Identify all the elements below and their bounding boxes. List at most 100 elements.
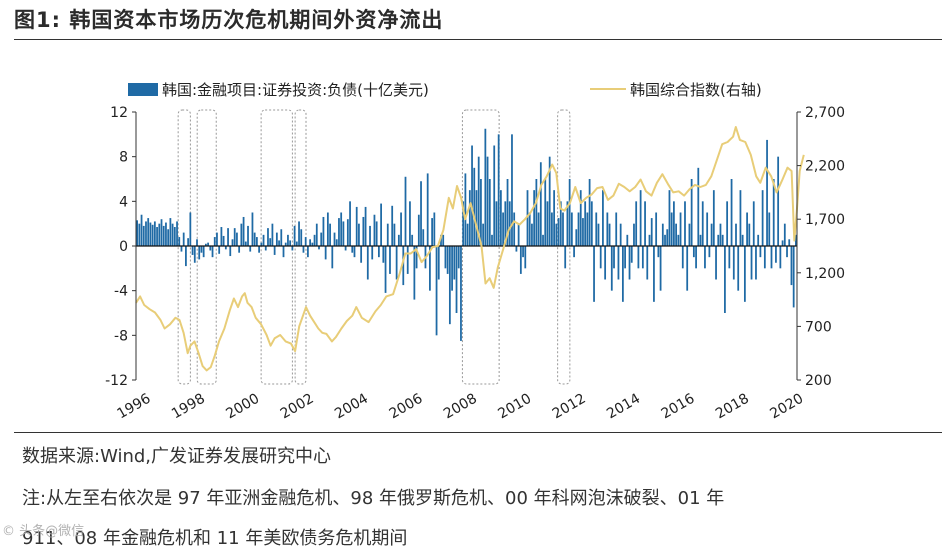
bar-227 — [639, 190, 642, 246]
bar-273 — [741, 234, 744, 246]
bar-230 — [646, 246, 649, 280]
x-tick-label-3: 2002 — [278, 391, 317, 423]
x-tick-label-0: 1996 — [115, 391, 154, 423]
bar-99 — [355, 206, 358, 246]
bar-40 — [224, 246, 227, 250]
bar-19 — [178, 237, 181, 246]
legend-bar-swatch — [128, 83, 158, 96]
line-series — [135, 126, 805, 372]
bar-174 — [522, 246, 524, 258]
bar-211 — [604, 246, 607, 280]
bar-86 — [326, 212, 329, 246]
bar-50 — [247, 225, 249, 246]
bar-52 — [251, 212, 254, 246]
bar-108 — [375, 221, 378, 246]
bar-2 — [140, 214, 143, 246]
bar-34 — [211, 246, 214, 258]
bar-143 — [453, 246, 456, 280]
bar-223 — [630, 246, 633, 263]
bar-218 — [619, 223, 622, 246]
bar-23 — [187, 238, 190, 246]
bar-198 — [575, 229, 578, 246]
left-tick-label-3: 0 — [119, 239, 128, 255]
bar-141 — [448, 246, 451, 325]
bar-171 — [515, 246, 518, 252]
bar-284 — [766, 139, 768, 246]
right-tick-label-2: 1,700 — [805, 212, 845, 228]
bar-172 — [517, 223, 520, 246]
right-tick-label-4: 700 — [805, 319, 832, 335]
bar-89 — [333, 232, 336, 246]
bar-205 — [590, 201, 593, 246]
bar-200 — [579, 190, 582, 246]
bar-268 — [730, 179, 733, 246]
bar-195 — [568, 179, 571, 246]
bar-259 — [710, 223, 713, 246]
bar-158 — [486, 156, 489, 246]
x-tick-label-7: 2010 — [495, 391, 534, 423]
crisis-box-5 — [557, 109, 571, 385]
bar-133 — [431, 218, 434, 246]
bar-150 — [468, 190, 471, 246]
left-tick-label-0: 12 — [110, 105, 128, 121]
bar-281 — [759, 246, 762, 258]
bar-239 — [666, 229, 669, 246]
bar-154 — [477, 156, 480, 246]
bar-296 — [792, 246, 795, 308]
bar-58 — [264, 246, 267, 251]
bar-138 — [442, 234, 445, 246]
x-tick-label-8: 2012 — [550, 391, 589, 423]
kospi-line — [135, 126, 805, 372]
bar-244 — [677, 234, 680, 246]
crisis-boxes — [177, 109, 571, 385]
bar-28 — [198, 246, 201, 260]
bar-155 — [480, 179, 482, 246]
bar-47 — [240, 223, 243, 246]
bar-283 — [763, 246, 766, 269]
bar-217 — [617, 246, 620, 280]
bar-206 — [593, 246, 595, 302]
bar-234 — [655, 212, 658, 246]
bar-177 — [528, 212, 531, 246]
bar-287 — [772, 179, 775, 246]
bar-21 — [182, 232, 185, 246]
bar-149 — [466, 223, 469, 246]
x-tick-label-6: 2008 — [441, 391, 480, 423]
bar-97 — [351, 246, 354, 253]
bar-81 — [315, 223, 318, 246]
bar-236 — [659, 246, 662, 291]
bar-12 — [162, 225, 165, 246]
bar-7 — [151, 224, 154, 246]
bar-278 — [752, 201, 755, 246]
bar-232 — [650, 218, 653, 246]
bar-140 — [446, 246, 449, 274]
bar-65 — [280, 229, 283, 246]
bar-66 — [282, 246, 285, 258]
bar-121 — [404, 176, 407, 246]
bar-5 — [147, 218, 150, 246]
left-tick-label-6: -12 — [105, 373, 128, 389]
bar-231 — [648, 234, 651, 246]
bar-210 — [602, 190, 604, 246]
left-tick-label-5: -8 — [114, 328, 128, 344]
bar-128 — [420, 181, 422, 246]
bar-51 — [249, 246, 252, 252]
bar-193 — [564, 246, 567, 269]
bar-240 — [668, 190, 671, 246]
bar-293 — [786, 246, 788, 258]
bar-77 — [307, 246, 309, 258]
bar-31 — [204, 243, 207, 246]
bar-170 — [513, 212, 516, 246]
bar-110 — [380, 203, 382, 246]
bar-229 — [644, 201, 646, 246]
watermark: © 头条@微信 — [2, 524, 85, 539]
bar-85 — [324, 246, 327, 260]
bar-106 — [371, 246, 374, 260]
bar-4 — [145, 221, 147, 246]
bar-288 — [775, 246, 777, 263]
bar-188 — [553, 190, 556, 246]
bar-222 — [628, 246, 631, 280]
bar-179 — [533, 190, 536, 246]
bar-22 — [185, 246, 187, 267]
bar-237 — [661, 223, 664, 246]
